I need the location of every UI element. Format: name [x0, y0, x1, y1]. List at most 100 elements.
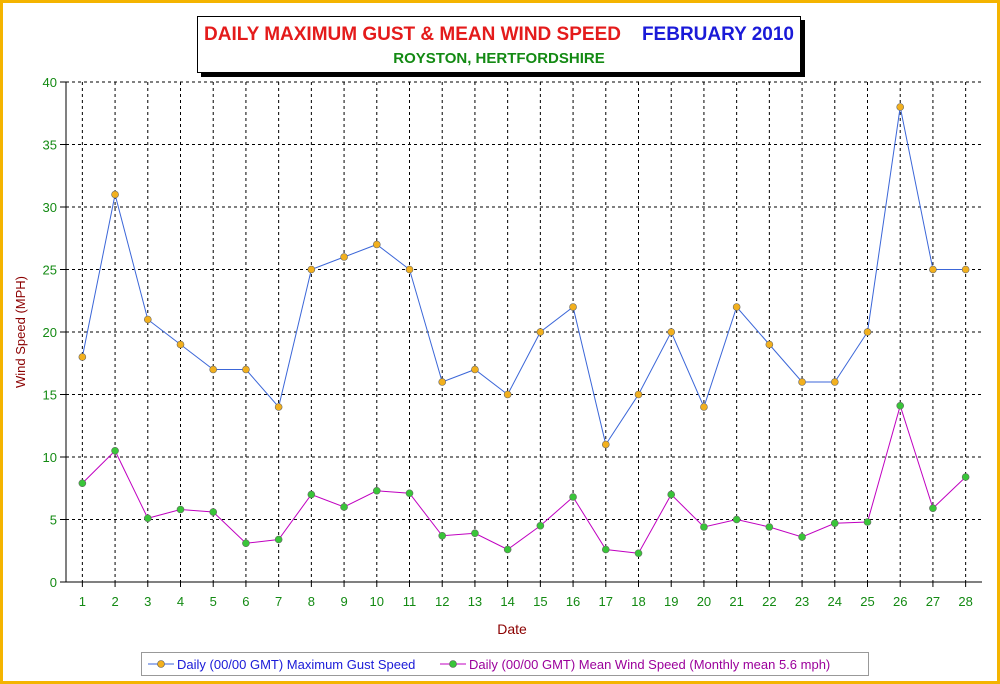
x-tick-label: 21 [729, 594, 743, 609]
gust-point [471, 365, 479, 374]
gust-point [307, 265, 316, 274]
y-tick-label: 0 [50, 575, 57, 590]
x-tick-label: 6 [242, 594, 249, 609]
y-tick-label: 5 [50, 513, 57, 528]
legend-gust-label: Daily (00/00 GMT) Maximum Gust Speed [177, 656, 416, 672]
mean-point [601, 545, 610, 554]
mean-point [307, 490, 316, 499]
gust-point [929, 265, 937, 274]
x-tick-label: 2 [111, 594, 118, 609]
title-line: DAILY MAXIMUM GUST & MEAN WIND SPEED FEB… [198, 24, 800, 48]
gust-point [536, 328, 545, 336]
x-tick-label: 19 [664, 594, 678, 609]
mean-point [176, 505, 185, 514]
mean-point [372, 486, 381, 495]
x-tick-label: 9 [340, 594, 347, 609]
gust-point [111, 190, 119, 199]
mean-point [143, 514, 152, 523]
gust-point [961, 265, 970, 274]
mean-point [830, 519, 839, 528]
x-tick-label: 10 [370, 594, 384, 609]
mean-point [667, 490, 676, 499]
gust-point [863, 328, 872, 336]
mean-point [209, 508, 218, 516]
x-tick-label: 22 [762, 594, 776, 609]
x-tick-label: 26 [893, 594, 907, 609]
gust-point [601, 440, 610, 449]
mean-point [765, 523, 774, 531]
y-tick-label: 10 [43, 450, 57, 465]
y-tick-label: 25 [43, 263, 57, 278]
x-tick-label: 24 [828, 594, 842, 609]
x-tick-label: 28 [958, 594, 972, 609]
gust-point [242, 365, 250, 374]
x-tick-label: 14 [500, 594, 514, 609]
mean-point [536, 521, 545, 530]
gust-point [830, 378, 839, 386]
x-tick-label: 1 [79, 594, 86, 609]
x-axis-label: Date [497, 621, 527, 637]
mean-point [438, 531, 447, 540]
mean-series-line [82, 404, 966, 554]
chart-date: FEBRUARY 2010 [641, 24, 794, 45]
gust-point [143, 315, 152, 324]
mean-point [700, 523, 708, 531]
mean-point [929, 504, 937, 513]
gust-point [700, 403, 708, 411]
x-tick-label: 16 [566, 594, 580, 609]
mean-point [471, 529, 479, 538]
mean-point [405, 489, 414, 498]
mean-point [732, 515, 741, 524]
chart-title: DAILY MAXIMUM GUST & MEAN WIND SPEED [204, 24, 621, 45]
mean-point [111, 446, 119, 455]
mean-point [798, 533, 806, 541]
x-tick-label: 11 [403, 594, 417, 609]
gust-point [798, 378, 806, 386]
mean-point [569, 493, 577, 501]
gust-point [176, 340, 185, 349]
legend: Daily (00/00 GMT) Maximum Gust Speed Dai… [141, 652, 869, 676]
gust-point [732, 303, 741, 311]
mean-point [340, 503, 348, 511]
y-axis-label: Wind Speed (MPH) [13, 276, 28, 388]
x-tick-label: 15 [533, 594, 547, 609]
legend-mean-label: Daily (00/00 GMT) Mean Wind Speed (Month… [469, 656, 831, 672]
x-tick-label: 20 [697, 594, 711, 609]
x-tick-label: 4 [177, 594, 184, 609]
x-tick-label: 23 [795, 594, 809, 609]
legend-mean-swatch [440, 660, 466, 668]
gust-point [896, 103, 905, 111]
gust-series-line [81, 106, 966, 446]
y-tick-label: 35 [43, 138, 57, 153]
y-tick-label: 40 [43, 75, 57, 90]
y-tick-label: 20 [43, 325, 57, 340]
y-tick-label: 30 [43, 200, 57, 215]
legend-item-gust: Daily (00/00 GMT) Maximum Gust Speed [148, 656, 415, 672]
gust-point [372, 240, 381, 249]
gust-point [634, 390, 643, 399]
chart-subtitle: ROYSTON, HERTFORDSHIRE [393, 50, 605, 67]
title-box: DAILY MAXIMUM GUST & MEAN WIND SPEED FEB… [197, 16, 801, 73]
mean-point [242, 539, 250, 548]
gust-point [274, 403, 283, 411]
x-tick-label: 5 [210, 594, 217, 609]
gust-point [503, 390, 512, 399]
mean-point [896, 401, 905, 410]
mean-point [961, 473, 970, 481]
legend-gust-swatch [148, 660, 174, 668]
gust-point [569, 303, 577, 311]
x-tick-label: 18 [631, 594, 645, 609]
legend-item-mean: Daily (00/00 GMT) Mean Wind Speed (Month… [440, 656, 830, 672]
x-tick-label: 17 [599, 594, 613, 609]
x-tick-label: 3 [144, 594, 151, 609]
gust-point [78, 353, 87, 361]
x-tick-label: 12 [435, 594, 449, 609]
x-tick-label: 27 [926, 594, 940, 609]
gust-point [765, 340, 774, 349]
x-tick-label: 13 [468, 594, 482, 609]
y-tick-label: 15 [43, 388, 57, 403]
mean-point [634, 549, 643, 558]
gust-point [340, 253, 348, 261]
gust-point [405, 265, 414, 274]
